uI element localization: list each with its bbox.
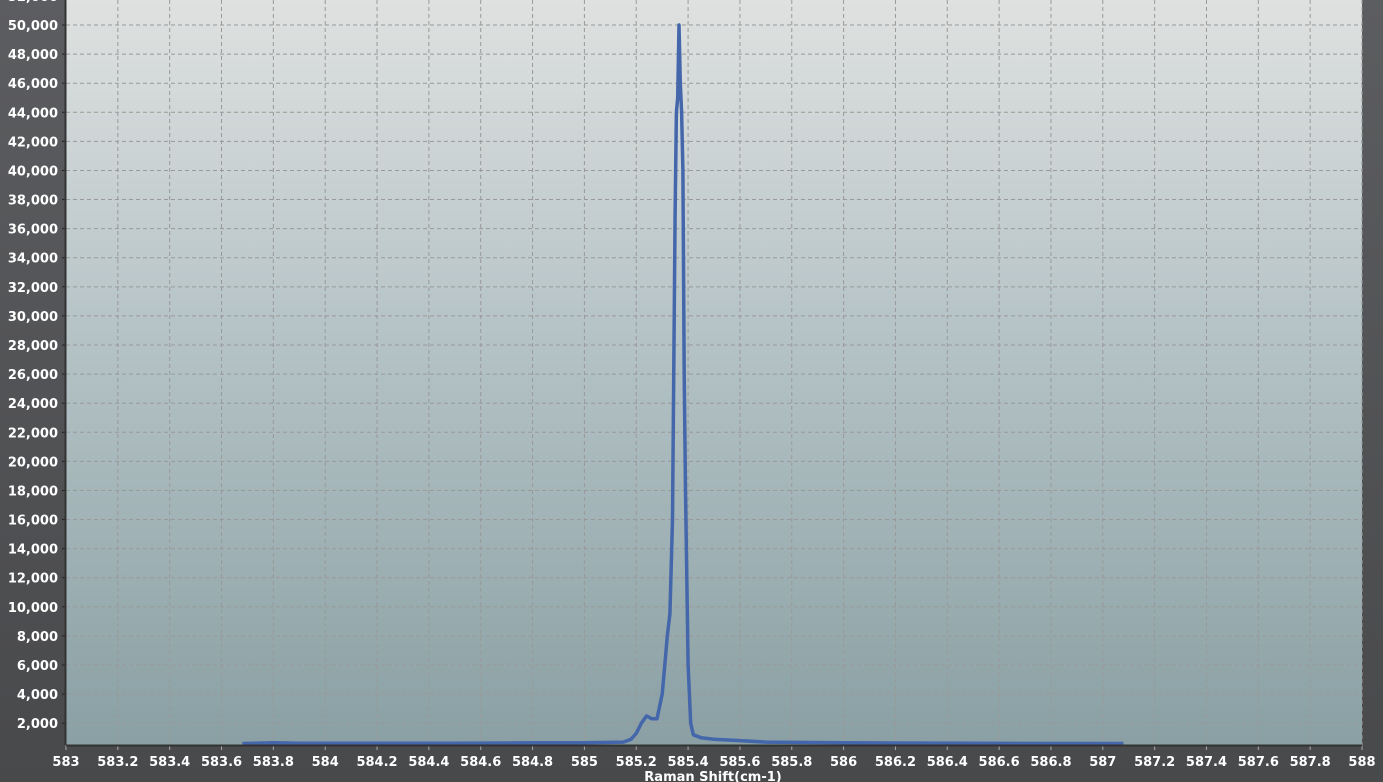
y-tick-label: 10,000 [8, 601, 58, 616]
x-tick-label: 585.6 [719, 755, 760, 770]
x-tick-label: 585 [571, 755, 598, 770]
y-tick-label: 18,000 [8, 484, 58, 499]
y-tick-label: 4,000 [17, 688, 58, 703]
y-tick-label: 44,000 [8, 106, 58, 121]
x-tick-label: 585.2 [616, 755, 657, 770]
x-tick-label: 584 [312, 755, 339, 770]
x-tick-label: 583.2 [97, 755, 138, 770]
series-line [242, 23, 1124, 746]
x-tick-label: 586.8 [1030, 755, 1071, 770]
y-tick-label: 38,000 [8, 194, 58, 209]
x-tick-label: 587.6 [1238, 755, 1279, 770]
x-tick-label: 586 [830, 755, 857, 770]
y-tick-label: 28,000 [8, 339, 58, 354]
y-tick-label: 22,000 [8, 426, 58, 441]
y-tick-label: 48,000 [8, 48, 58, 63]
x-tick-label: 588 [1348, 755, 1375, 770]
y-axis: 2,000 4,000 6,000 8,000 10,000 12,000 14,000 16… [8, 0, 66, 732]
y-tick-label: 34,000 [8, 252, 58, 267]
y-tick-label: 46,000 [8, 77, 58, 92]
x-tick-label: 583.8 [253, 755, 294, 770]
x-tick-label: 584.4 [408, 755, 449, 770]
x-tick-label: 587.4 [1186, 755, 1227, 770]
grid [65, 0, 1363, 745]
x-tick-label: 587.2 [1134, 755, 1175, 770]
x-tick-label: 583.4 [149, 755, 190, 770]
y-tick-label: 6,000 [17, 659, 58, 674]
x-axis: 583 583.2 583.4 583.6 583.8 584 584.2 584.4 584.… [52, 745, 1376, 770]
y-tick-label: 36,000 [8, 223, 58, 238]
x-tick-label: 585.8 [771, 755, 812, 770]
x-tick-label: 584.8 [512, 755, 553, 770]
y-tick-label: 14,000 [8, 543, 58, 558]
y-tick-label: 40,000 [8, 164, 58, 179]
x-tick-label: 584.6 [460, 755, 501, 770]
y-tick-label: 2,000 [17, 717, 58, 732]
x-tick-label: 585.4 [668, 755, 709, 770]
y-tick-label: 52,000 [8, 0, 58, 5]
x-tick-label: 586.6 [979, 755, 1020, 770]
x-tick-label: 586.2 [875, 755, 916, 770]
y-tick-label: 32,000 [8, 281, 58, 296]
y-tick-label: 12,000 [8, 572, 58, 587]
y-tick-label: 30,000 [8, 310, 58, 325]
y-tick-label: 26,000 [8, 368, 58, 383]
y-tick-label: 50,000 [8, 19, 58, 34]
x-tick-label: 587 [1089, 755, 1116, 770]
plot-area [66, 0, 1362, 745]
y-tick-label: 16,000 [8, 514, 58, 529]
y-tick-label: 42,000 [8, 135, 58, 150]
x-tick-label: 587.8 [1290, 755, 1331, 770]
x-tick-label: 583 [52, 755, 79, 770]
x-axis-label: Raman Shift(cm-1) [644, 770, 781, 782]
x-tick-label: 586.4 [927, 755, 968, 770]
y-tick-label: 20,000 [8, 455, 58, 470]
y-tick-label: 8,000 [17, 630, 58, 645]
x-tick-label: 583.6 [201, 755, 242, 770]
x-tick-label: 584.2 [356, 755, 397, 770]
y-tick-label: 24,000 [8, 397, 58, 412]
